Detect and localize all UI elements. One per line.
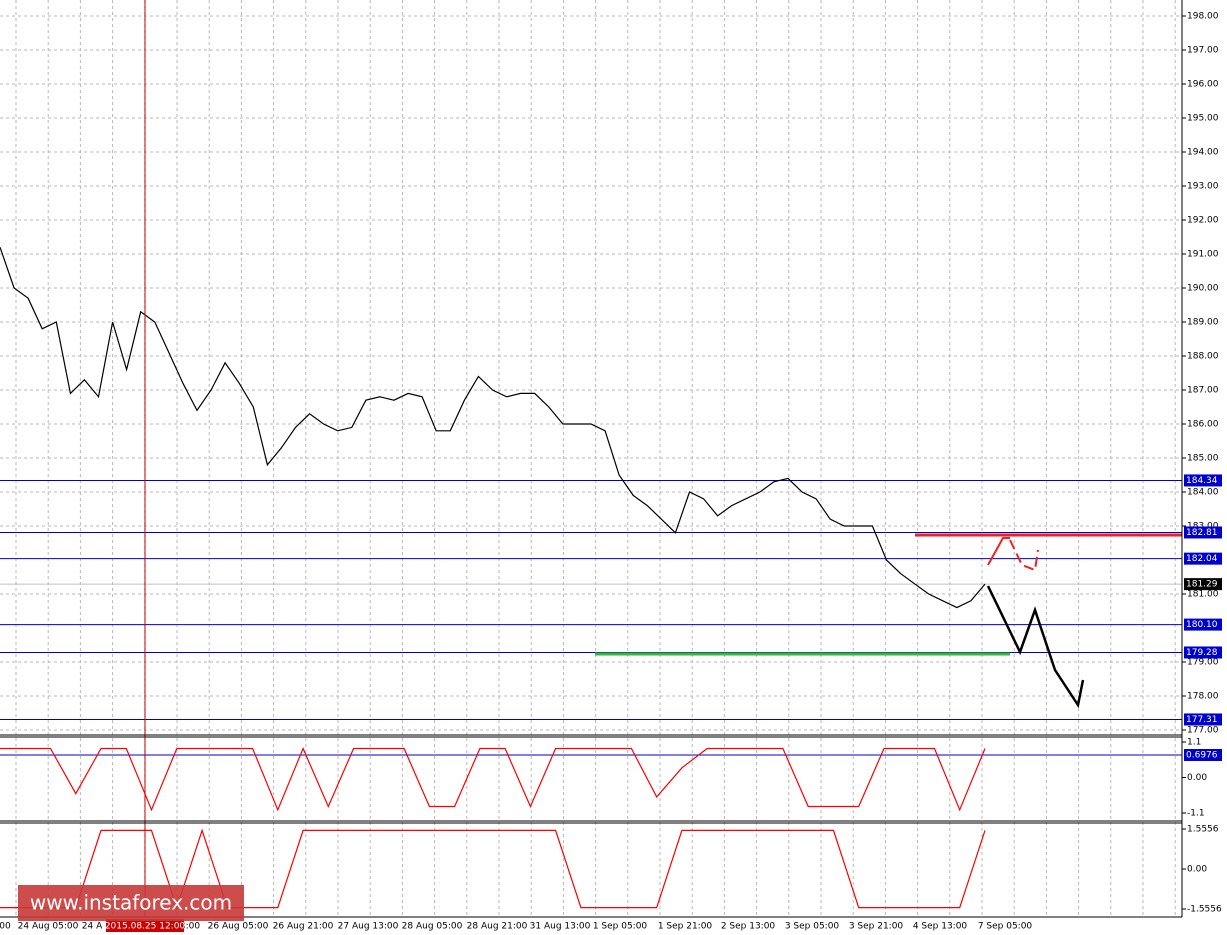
level-label-bg — [1184, 646, 1222, 659]
forecast-arrow — [1009, 539, 1039, 572]
x-tick-label: 7 Sep 05:00 — [978, 922, 1033, 932]
level-label-bg — [1184, 526, 1222, 539]
labels: 198.00 197.00 196.00 195.00 194.00 193.00 192.… — [0, 12, 1222, 932]
y-tick-label: 184.00 — [1187, 488, 1219, 498]
price-line — [0, 247, 986, 609]
y-tick-label: 193.00 — [1187, 182, 1219, 192]
y-tick-label: 0.00 — [1187, 773, 1207, 783]
level-label: 177.31 — [1186, 715, 1218, 725]
x-tick-label: 28 Aug 21:00 — [467, 922, 528, 932]
level-label: 0.6976 — [1186, 750, 1218, 760]
y-tick-label: 194.00 — [1187, 148, 1219, 158]
y-tick-label: 0.00 — [1187, 865, 1207, 875]
y-tick-label: 188.00 — [1187, 352, 1219, 362]
x-tick-label: 24 A — [82, 922, 103, 932]
x-tick-label: 00 — [0, 922, 11, 932]
level-label: 182.81 — [1186, 528, 1218, 538]
grid — [0, 0, 1182, 917]
level-label: 182.04 — [1186, 554, 1218, 564]
last-price-label: 181.29 — [1186, 580, 1218, 590]
x-tick-label: 3:00 — [180, 922, 200, 932]
level-label-bg — [1184, 618, 1222, 631]
level-label-bg — [1184, 713, 1222, 726]
y-tick-label: 192.00 — [1187, 216, 1219, 226]
x-tick-label: 28 Aug 05:00 — [402, 922, 463, 932]
y-tick-label: 196.00 — [1187, 80, 1219, 90]
x-tick-label: 4 Sep 13:00 — [913, 922, 968, 932]
y-tick-label: 1.1 — [1187, 738, 1201, 748]
y-tick-label: -1.5556 — [1187, 905, 1222, 915]
y-tick-label: 186.00 — [1187, 420, 1219, 430]
level-label: 180.10 — [1186, 620, 1218, 630]
x-tick-label: 1 Sep 05:00 — [593, 922, 648, 932]
plot — [0, 247, 1182, 910]
x-tick-label: 3 Sep 05:00 — [785, 922, 840, 932]
price-line — [0, 746, 986, 812]
y-tick-label: 178.00 — [1187, 692, 1219, 702]
x-tick-label: 1 Sep 21:00 — [658, 922, 713, 932]
level-label-bg — [1184, 748, 1222, 761]
crosshair-label: 2015.08.25 12:00 — [105, 922, 186, 932]
x-tick-label: 26 Aug 21:00 — [273, 922, 334, 932]
forecast-arrow — [986, 585, 1085, 709]
forecast-arrow — [987, 537, 1010, 566]
y-tick-label: 191.00 — [1187, 250, 1219, 260]
x-tick-label: 27 Aug 13:00 — [338, 922, 399, 932]
price-line — [0, 828, 986, 910]
y-tick-label: 197.00 — [1187, 46, 1219, 56]
x-tick-label: 3 Sep 21:00 — [849, 922, 904, 932]
watermark-box — [18, 885, 244, 921]
x-tick-label: 26 Aug 05:00 — [208, 922, 269, 932]
x-tick-label: 24 Aug 05:00 — [18, 922, 79, 932]
x-tick-label: 31 Aug 13:00 — [530, 922, 591, 932]
level-label: 179.28 — [1186, 648, 1218, 658]
watermark: www.instaforex.com — [30, 891, 232, 915]
level-label-bg — [1184, 552, 1222, 565]
y-tick-label: 195.00 — [1187, 114, 1219, 124]
y-tick-label: 179.00 — [1187, 658, 1219, 668]
last-price-bg — [1184, 578, 1222, 591]
level-label: 184.34 — [1186, 476, 1218, 486]
y-tick-label: 181.00 — [1187, 590, 1219, 600]
y-tick-label: 177.00 — [1187, 726, 1219, 736]
level-label-bg — [1184, 474, 1222, 487]
y-tick-label: 185.00 — [1187, 454, 1219, 464]
crosshair-label-bg — [106, 919, 184, 932]
y-tick-label: 1.5556 — [1187, 825, 1219, 835]
y-tick-label: 198.00 — [1187, 12, 1219, 22]
y-tick-label: 187.00 — [1187, 386, 1219, 396]
x-tick-label: 2 Sep 13:00 — [721, 922, 776, 932]
y-tick-label: 189.00 — [1187, 318, 1219, 328]
y-tick-label: 190.00 — [1187, 284, 1219, 294]
y-tick-label: -1.1 — [1187, 809, 1205, 819]
